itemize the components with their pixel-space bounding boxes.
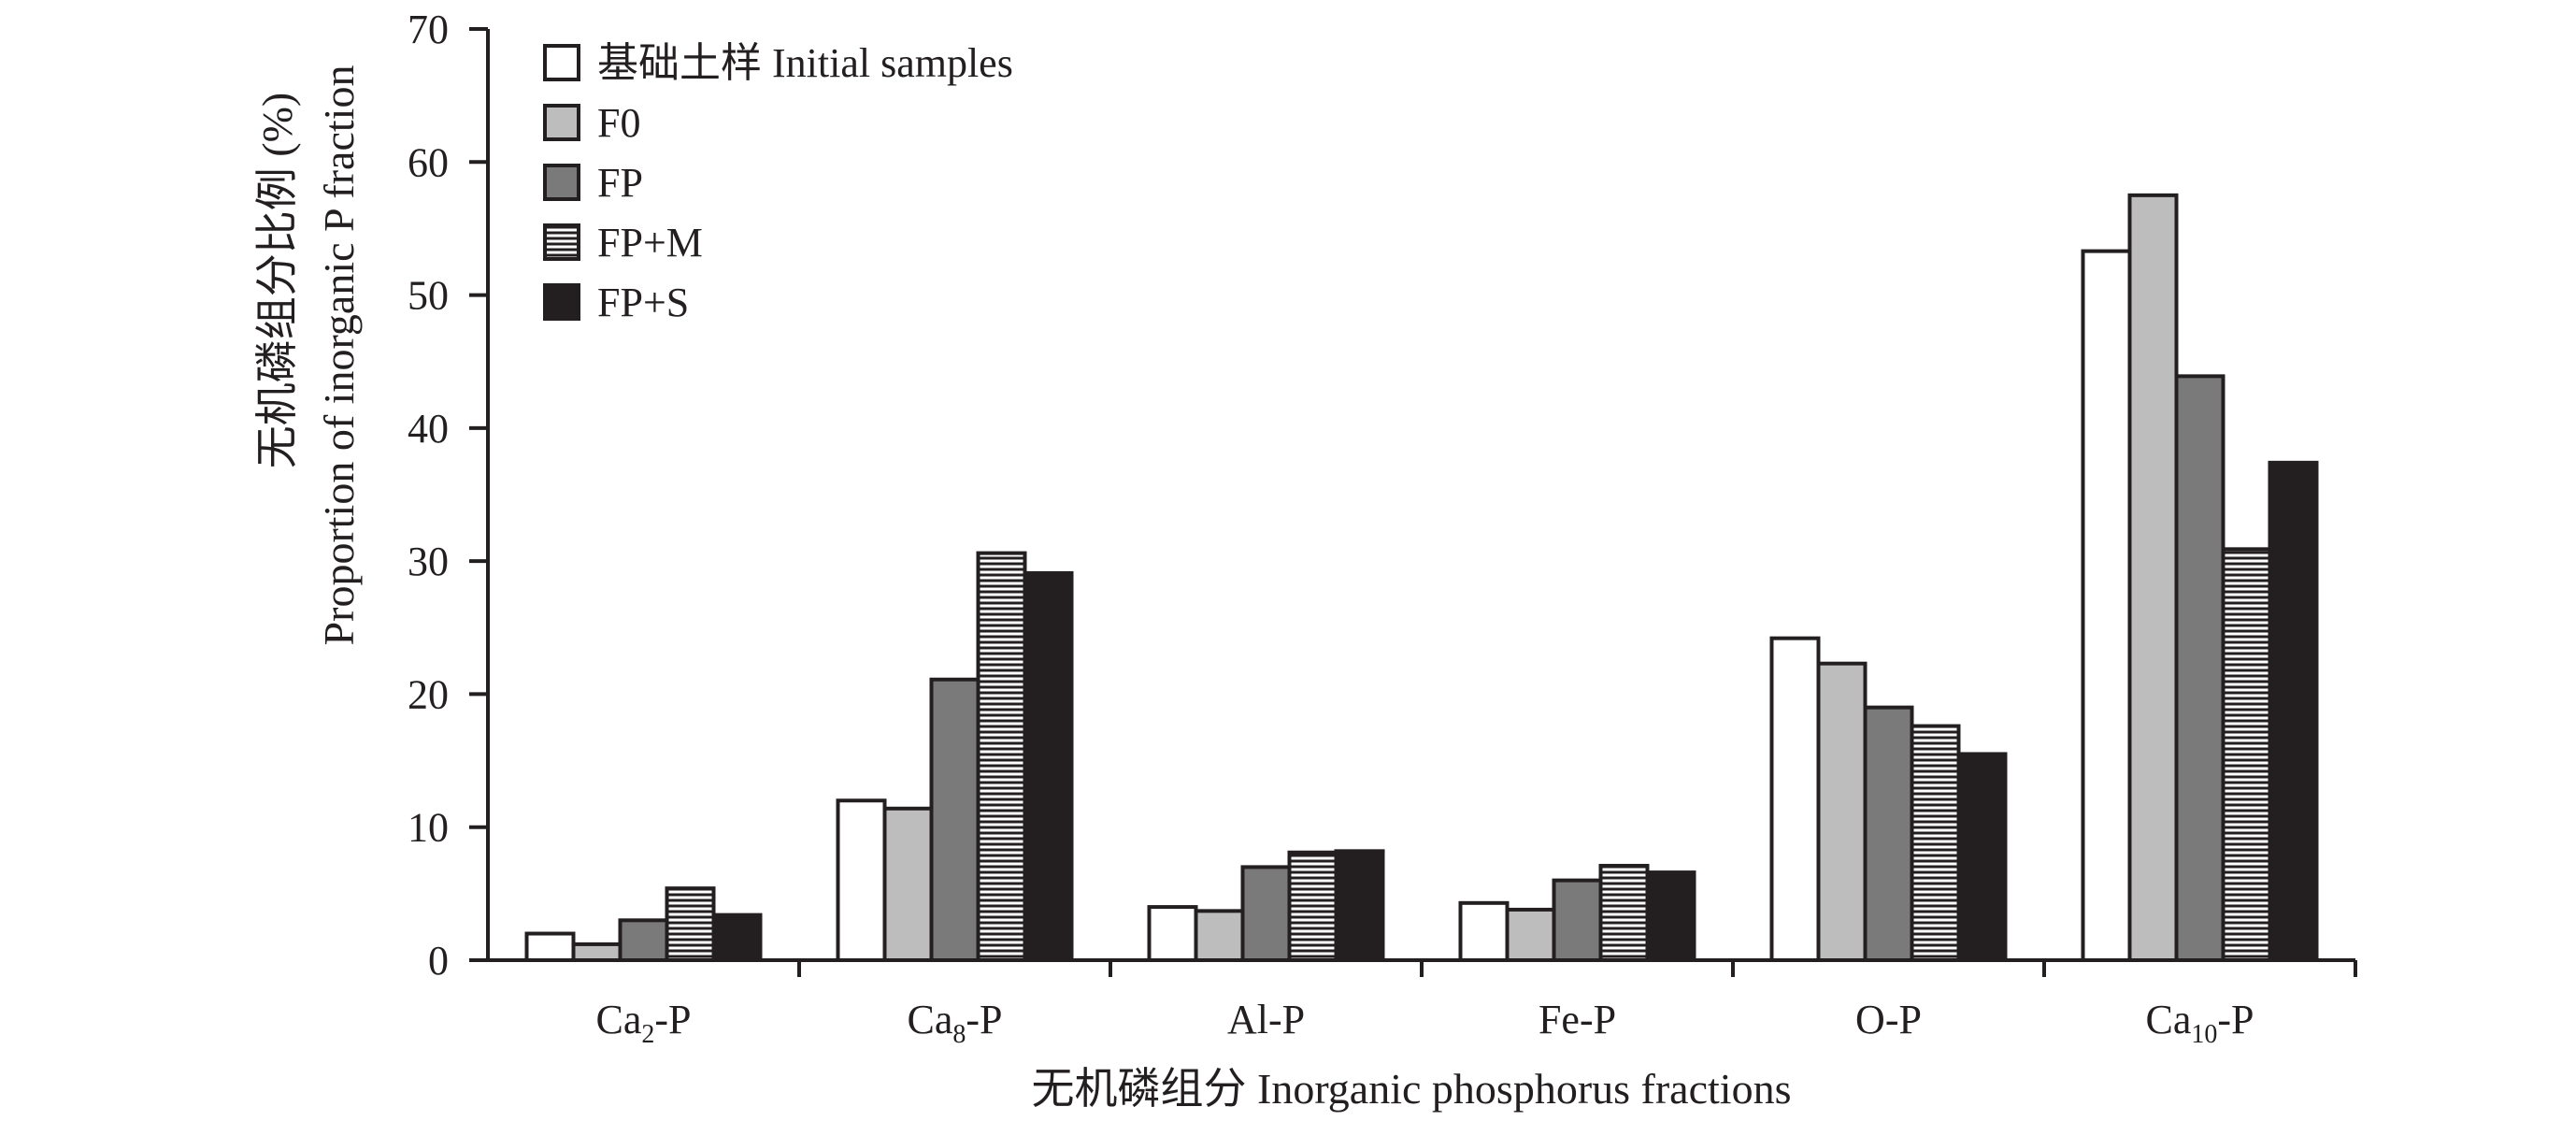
- bar-ca8-p-series-1: [836, 798, 887, 962]
- bar-ca8-p-series-3: [929, 677, 980, 963]
- x-tick-label: Ca10-P: [2145, 997, 2254, 1049]
- bar-al-p-series-4: [1287, 850, 1338, 963]
- x-tick-label: Al-P: [1227, 997, 1305, 1042]
- bar-fe-p-series-1: [1458, 900, 1510, 962]
- bar-ca2-p-series-2: [571, 941, 623, 963]
- bar-ca8-p-series-4: [976, 551, 1027, 962]
- bar-al-p-series-3: [1240, 865, 1292, 963]
- x-axis-title: 无机磷组分 Inorganic phosphorus fractions: [1032, 1065, 1792, 1113]
- bar-ca10-p-series-5: [2268, 460, 2319, 962]
- bar-o-p-series-3: [1863, 705, 1914, 963]
- legend-swatch-5: [543, 283, 580, 321]
- bar-fe-p-series-3: [1552, 878, 1603, 963]
- bar-ca10-p-series-3: [2174, 374, 2225, 962]
- bar-al-p-series-5: [1334, 849, 1385, 963]
- y-axis-ticks: 0 10 20 30 40 50 60 70: [408, 7, 488, 984]
- bar-al-p-series-2: [1194, 909, 1245, 963]
- x-tick-label: Fe-P: [1538, 997, 1616, 1042]
- axes-layer: [486, 29, 2355, 962]
- bar-o-p-series-5: [1956, 752, 2008, 963]
- legend-label-5: FP+S: [597, 280, 689, 325]
- bar-o-p-series-4: [1910, 724, 1961, 962]
- bar-fe-p-series-5: [1645, 870, 1696, 962]
- legend-swatch-1: [543, 44, 580, 81]
- y-tick-label: 40: [408, 406, 449, 452]
- bar-fe-p-series-2: [1505, 907, 1556, 963]
- x-axis-ticks: Ca2-P Ca8-P Al-P Fe-P O-P Ca10-P: [595, 960, 2357, 1049]
- x-tick-label: Ca2-P: [595, 997, 691, 1049]
- bars-layer: [524, 193, 2319, 963]
- bar-ca10-p-series-1: [2081, 249, 2132, 963]
- legend-swatch-3: [543, 164, 580, 201]
- bar-ca2-p-series-5: [711, 913, 763, 963]
- legend-label-2: F0: [597, 100, 640, 146]
- bar-ca10-p-series-4: [2221, 547, 2272, 963]
- y-tick-label: 60: [408, 139, 449, 185]
- bar-o-p-series-2: [1816, 661, 1868, 963]
- legend-swatch-4: [543, 223, 580, 261]
- y-tick-label: 20: [408, 671, 449, 717]
- bar-fe-p-series-4: [1598, 863, 1650, 963]
- legend-swatch-2: [543, 104, 580, 141]
- x-tick-label: O-P: [1855, 997, 1922, 1042]
- y-axis-title-chinese: 无机磷组分比例 (%): [253, 93, 301, 468]
- legend: 基础土样 Initial samples F0 FP FP+M FP+S: [543, 40, 1013, 325]
- y-tick-label: 70: [408, 7, 449, 52]
- bar-ca2-p-series-4: [665, 886, 716, 962]
- legend-label-1: 基础土样 Initial samples: [597, 40, 1013, 86]
- legend-label-3: FP: [597, 160, 643, 206]
- y-tick-label: 0: [428, 938, 449, 984]
- bar-al-p-series-1: [1147, 905, 1198, 962]
- legend-label-4: FP+M: [597, 220, 703, 266]
- bar-o-p-series-1: [1769, 636, 1821, 962]
- x-tick-label: Ca8-P: [907, 997, 1002, 1049]
- bar-ca8-p-series-2: [882, 806, 934, 963]
- bar-ca2-p-series-3: [618, 918, 669, 962]
- bar-ca2-p-series-1: [524, 931, 576, 962]
- y-tick-label: 30: [408, 539, 449, 584]
- bar-ca8-p-series-5: [1023, 570, 1074, 962]
- y-tick-label: 50: [408, 273, 449, 319]
- y-axis-title-english: Proportion of inorganic P fraction: [315, 65, 363, 646]
- bar-ca10-p-series-2: [2127, 193, 2179, 963]
- y-tick-label: 10: [408, 805, 449, 851]
